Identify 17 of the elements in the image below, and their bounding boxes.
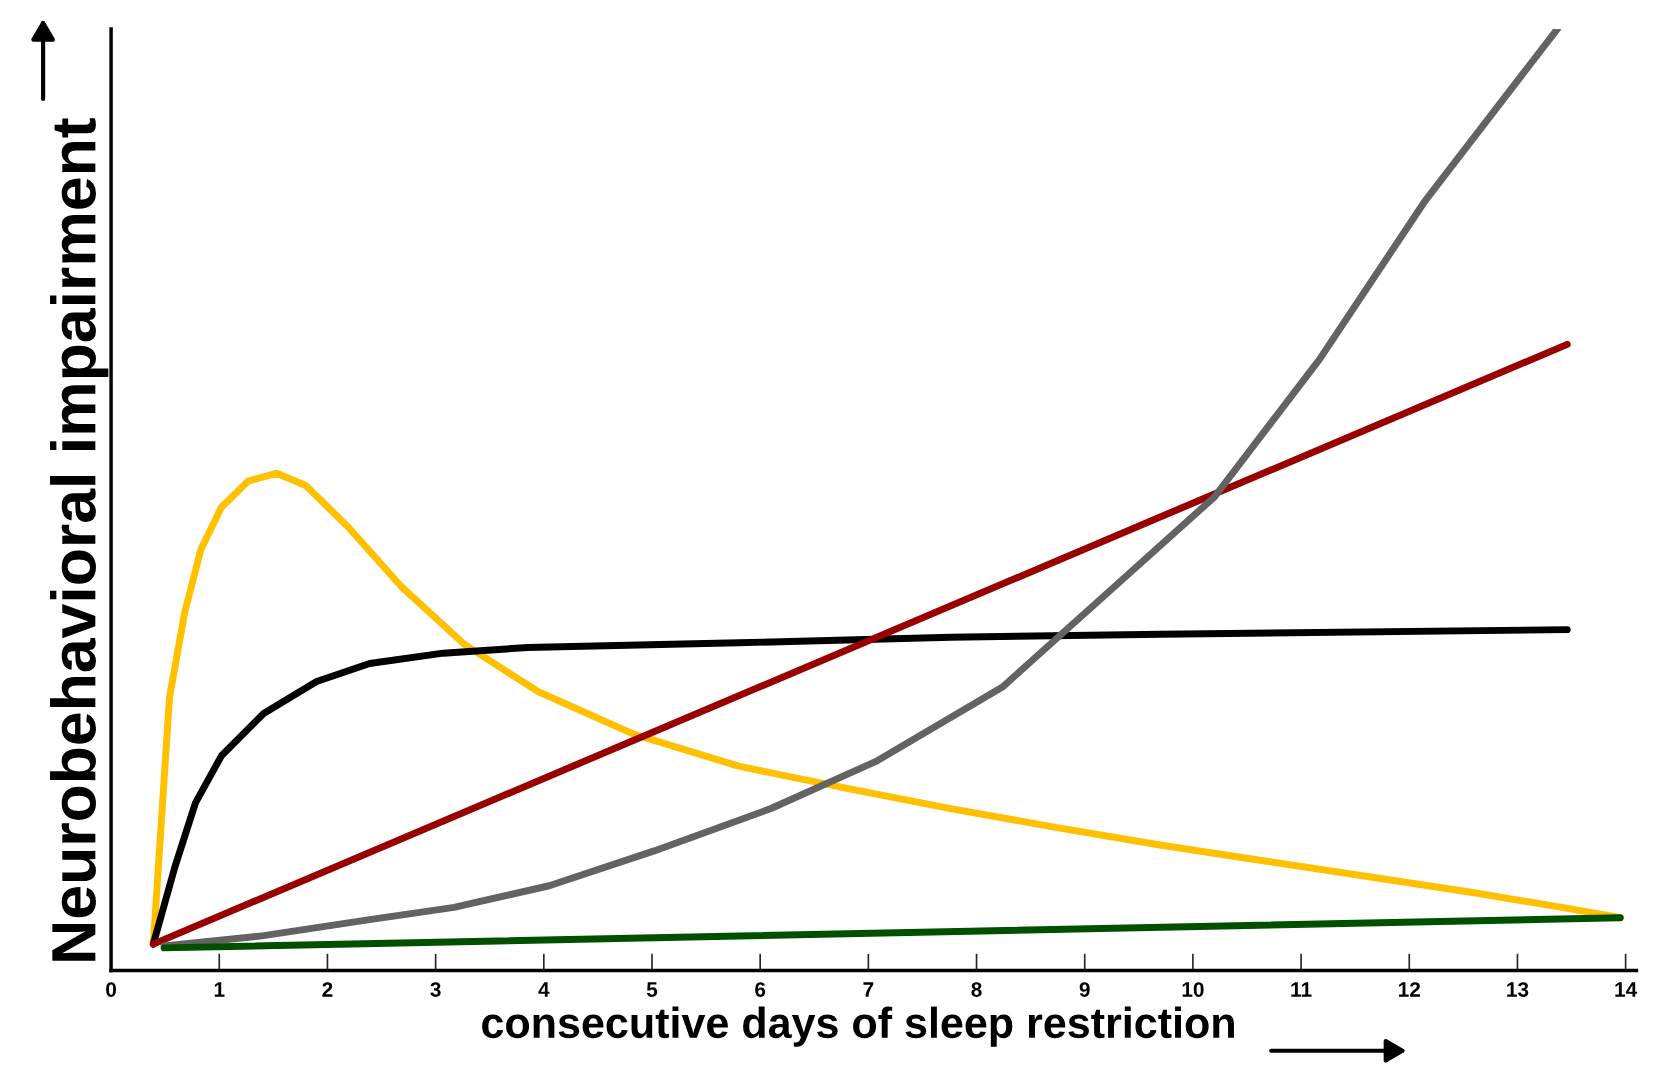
x-tick-label: 4 [538,982,550,997]
x-tick-label: 14 [1615,982,1638,997]
y-axis-title: Neurobehavioral impairment [50,118,109,961]
x-tick-label: 13 [1507,982,1529,997]
x-tick-label: 0 [106,982,117,997]
x-tick-label: 6 [755,982,766,997]
x-tick-label: 12 [1398,982,1421,997]
x-tick-label: 9 [1079,982,1090,997]
x-tick-label: 7 [863,982,874,997]
x-tick-label: 5 [646,982,658,997]
x-tick-label: 10 [1182,982,1204,997]
x-tick-label: 11 [1291,982,1312,997]
x-tick-label: 8 [971,982,982,997]
x-tick-label: 2 [322,982,333,997]
x-axis-title: consecutive days of sleep restriction [482,1006,1234,1047]
x-tick-label: 3 [430,982,441,997]
x-tick-label: 1 [214,982,225,997]
